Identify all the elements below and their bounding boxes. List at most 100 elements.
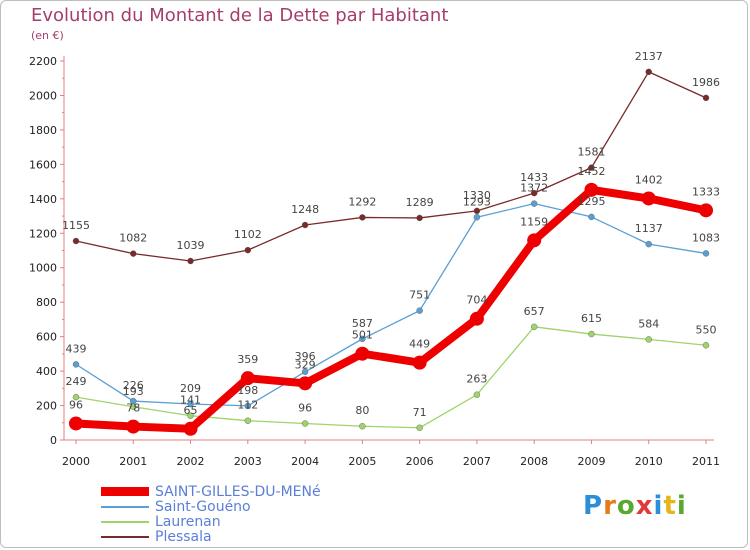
data-point-saint-gilles-du-mene [584,182,599,197]
data-label-laurenan: 263 [466,373,487,386]
data-point-saint-goueno [473,214,481,221]
data-label-laurenan: 71 [413,406,427,419]
data-point-laurenan [588,330,595,338]
data-label-plessala: 2137 [635,50,663,63]
data-point-laurenan [244,417,252,424]
logo-letter: P [583,491,604,521]
data-label-saint-goueno: 587 [352,317,373,330]
data-label-saint-goueno: 1137 [635,222,663,235]
data-label-saint-gilles-du-mene: 1402 [635,173,663,186]
data-point-saint-goueno [72,361,80,368]
data-label-saint-gilles-du-mene: 501 [352,329,373,342]
legend-swatch-plessala [101,535,149,538]
x-tick-label: 2006 [406,455,434,468]
data-label-saint-gilles-du-mene: 96 [69,398,83,411]
data-label-plessala: 1292 [348,195,376,208]
data-label-saint-gilles-du-mene: 359 [237,353,258,366]
data-point-saint-goueno [530,200,538,207]
x-tick-label: 2002 [177,455,205,468]
y-tick-label: 1200 [29,227,57,240]
data-label-saint-goueno: 1372 [520,182,548,195]
data-label-plessala: 1289 [406,196,434,209]
data-point-saint-goueno [359,335,366,343]
data-label-saint-goueno: 226 [123,379,144,392]
data-label-laurenan: 249 [66,375,87,388]
data-point-laurenan [301,420,309,427]
data-point-saint-gilles-du-mene [355,346,370,361]
data-label-plessala: 1082 [119,232,147,245]
data-point-saint-gilles-du-mene [126,419,141,434]
data-label-saint-goueno: 209 [180,382,201,395]
legend-label-saint-goueno: Saint-Gouéno [155,498,251,515]
legend-item-saint-goueno: Saint-Gouéno [101,498,321,515]
data-label-saint-goueno: 396 [295,350,316,363]
logo-letter: r [603,491,617,521]
data-label-laurenan: 193 [123,385,144,398]
data-point-laurenan [359,423,366,430]
logo-letter: i [653,491,664,521]
data-label-laurenan: 584 [638,317,659,330]
data-label-saint-goueno: 198 [237,384,258,397]
data-label-saint-gilles-du-mene: 1333 [692,185,720,198]
x-tick-label: 2007 [463,455,491,468]
data-point-plessala [130,250,137,257]
data-point-saint-goueno [244,402,252,410]
data-point-laurenan [187,412,194,419]
data-point-saint-gilles-du-mene [469,311,484,326]
data-point-laurenan [130,403,137,410]
data-label-saint-gilles-du-mene: 449 [409,338,430,351]
data-point-saint-gilles-du-mene [699,203,713,218]
legend-label-plessala: Plessala [155,528,212,545]
logo-letter: o [616,491,636,521]
data-point-saint-goueno [301,368,309,375]
data-point-saint-gilles-du-mene [183,421,198,436]
x-tick-label: 2003 [234,455,262,468]
legend-label-saint-gilles-du-mene: SAINT-GILLES-DU-MENé [155,483,321,500]
data-label-saint-gilles-du-mene: 704 [466,294,487,307]
x-tick-label: 2009 [577,455,605,468]
data-label-laurenan: 141 [180,394,201,407]
data-label-saint-goueno: 439 [66,342,87,355]
data-label-saint-gilles-du-mene: 1452 [577,165,605,178]
data-label-plessala: 1248 [291,203,319,216]
data-label-plessala: 1581 [577,146,605,159]
data-point-plessala [473,207,481,215]
data-label-plessala: 1102 [234,228,262,241]
data-point-laurenan [530,323,538,331]
data-point-laurenan [645,336,652,343]
data-label-laurenan: 615 [581,312,602,325]
y-tick-label: 1800 [29,124,57,137]
data-point-plessala [645,68,652,76]
legend-item-plessala: Plessala [101,528,321,545]
data-point-plessala [530,189,538,197]
legend-item-saint-gilles-du-mene: SAINT-GILLES-DU-MENé [101,483,321,500]
logo-letter: x [635,491,654,521]
data-point-saint-goueno [702,250,710,257]
data-point-saint-gilles-du-mene [641,191,656,206]
data-label-saint-goueno: 1295 [577,195,605,208]
data-point-plessala [416,214,423,222]
series-layer [69,68,713,436]
data-point-plessala [301,221,309,229]
series-line-plessala [75,71,707,262]
data-point-saint-gilles-du-mene [412,355,427,370]
x-tick-label: 2001 [119,455,147,468]
data-point-saint-goueno [187,400,194,408]
data-point-laurenan [702,342,710,349]
data-point-saint-gilles-du-mene [527,233,542,248]
legend-swatch-saint-goueno [101,505,149,508]
data-point-saint-goueno [416,307,423,314]
data-label-saint-goueno: 751 [409,289,430,302]
data-labels-layer: 1155 1082 1039 1102 1248 1292 1289 1330 1433 1581… [62,50,720,419]
data-point-plessala [72,237,80,245]
data-point-plessala [359,214,366,221]
data-label-saint-gilles-du-mene: 65 [184,404,198,417]
data-label-laurenan: 80 [355,404,369,417]
data-point-plessala [588,164,595,171]
data-point-saint-gilles-du-mene [69,416,83,431]
data-label-laurenan: 112 [237,399,258,412]
y-tick-label: 1000 [29,262,57,275]
y-tick-label: 200 [36,400,57,413]
data-label-laurenan: 657 [524,305,545,318]
